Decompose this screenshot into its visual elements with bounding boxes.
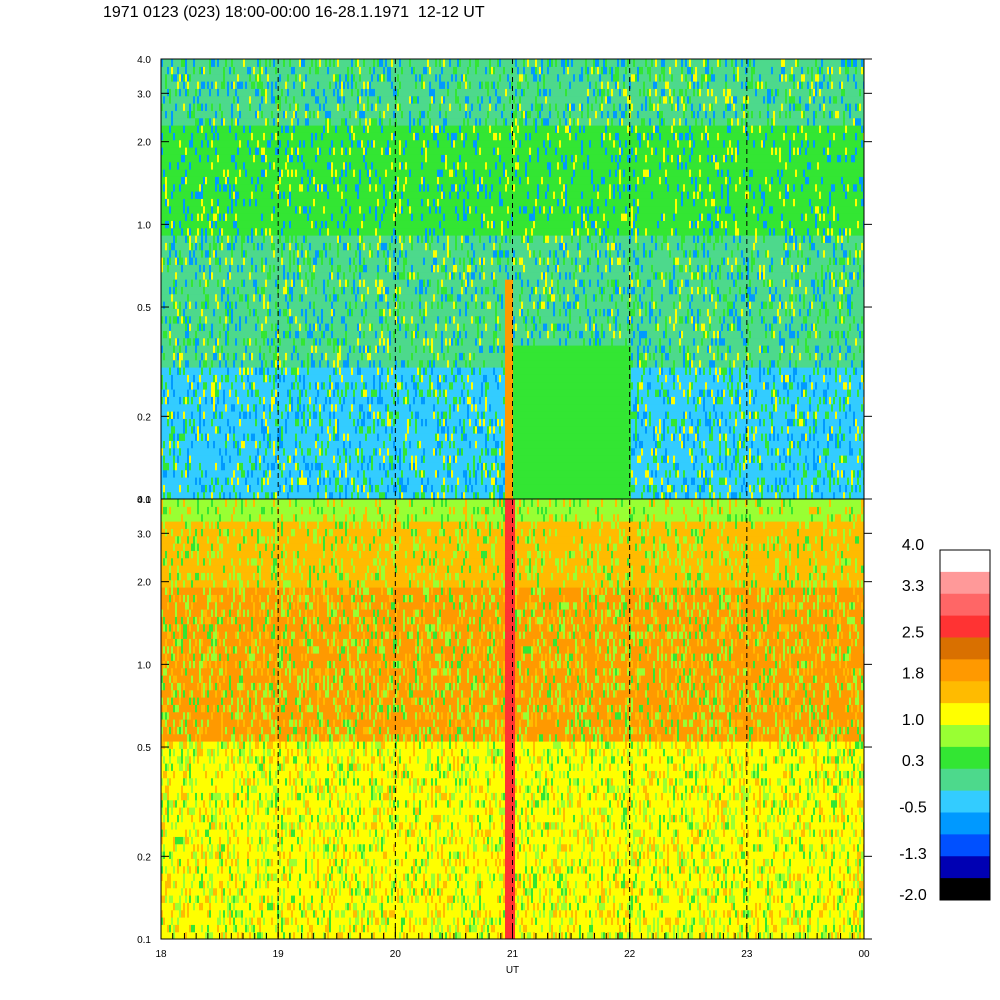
colorbar-swatch: [940, 703, 990, 725]
x-tick-label: 00: [858, 949, 870, 960]
colorbar-label: 2.5: [902, 625, 924, 642]
y-tick-label: 0.2: [137, 852, 151, 863]
colorbar-swatch: [940, 616, 990, 638]
colorbar-swatch: [940, 769, 990, 791]
colorbar: 4.0 3.3 2.5 1.8 1.0 0.3 -0.5 -1.3 -2.0: [899, 537, 990, 904]
y-tick-label: 1.0: [137, 220, 151, 231]
colorbar-label: 1.8: [902, 665, 924, 682]
colorbar-swatch: [940, 813, 990, 835]
y-tick-label: 3.0: [137, 89, 151, 100]
colorbar-label: -0.5: [899, 800, 927, 817]
y-tick-label: 0.5: [137, 303, 151, 314]
colorbar-swatch: [940, 791, 990, 813]
y-tick-label: 4.0: [137, 495, 151, 506]
x-tick-label: 20: [390, 949, 402, 960]
colorbar-label: -2.0: [899, 887, 927, 904]
y-tick-label: 3.0: [137, 529, 151, 540]
colorbar-label: -1.3: [899, 846, 927, 863]
y-tick-label: 2.0: [137, 578, 151, 589]
colorbar-swatch: [940, 638, 990, 660]
colorbar-swatch: [940, 747, 990, 769]
y-tick-label: 4.0: [137, 55, 151, 66]
colorbar-swatch: [940, 878, 990, 900]
x-tick-label: 19: [273, 949, 285, 960]
y-tick-label: 0.1: [137, 935, 151, 946]
colorbar-label: 4.0: [902, 537, 924, 554]
y-tick-label: 0.2: [137, 412, 151, 423]
x-tick-label: 18: [155, 949, 167, 960]
colorbar-label: 1.0: [902, 712, 924, 729]
y-tick-label: 1.0: [137, 660, 151, 671]
colorbar-swatch: [940, 550, 990, 572]
colorbar-swatch: [940, 725, 990, 747]
colorbar-label: 3.3: [902, 578, 924, 595]
colorbar-swatch: [940, 834, 990, 856]
y-tick-label: 0.5: [137, 743, 151, 754]
x-axis-label: UT: [506, 965, 519, 976]
colorbar-swatch: [940, 856, 990, 878]
x-tick-label: 22: [624, 949, 636, 960]
colorbar-swatch: [940, 594, 990, 616]
colorbar-swatch: [940, 681, 990, 703]
x-tick-label: 21: [507, 949, 519, 960]
colorbar-swatch: [940, 572, 990, 594]
colorbar-label: 0.3: [902, 753, 924, 770]
y-tick-label: 2.0: [137, 138, 151, 149]
x-tick-label: 23: [741, 949, 753, 960]
colorbar-swatch: [940, 659, 990, 681]
